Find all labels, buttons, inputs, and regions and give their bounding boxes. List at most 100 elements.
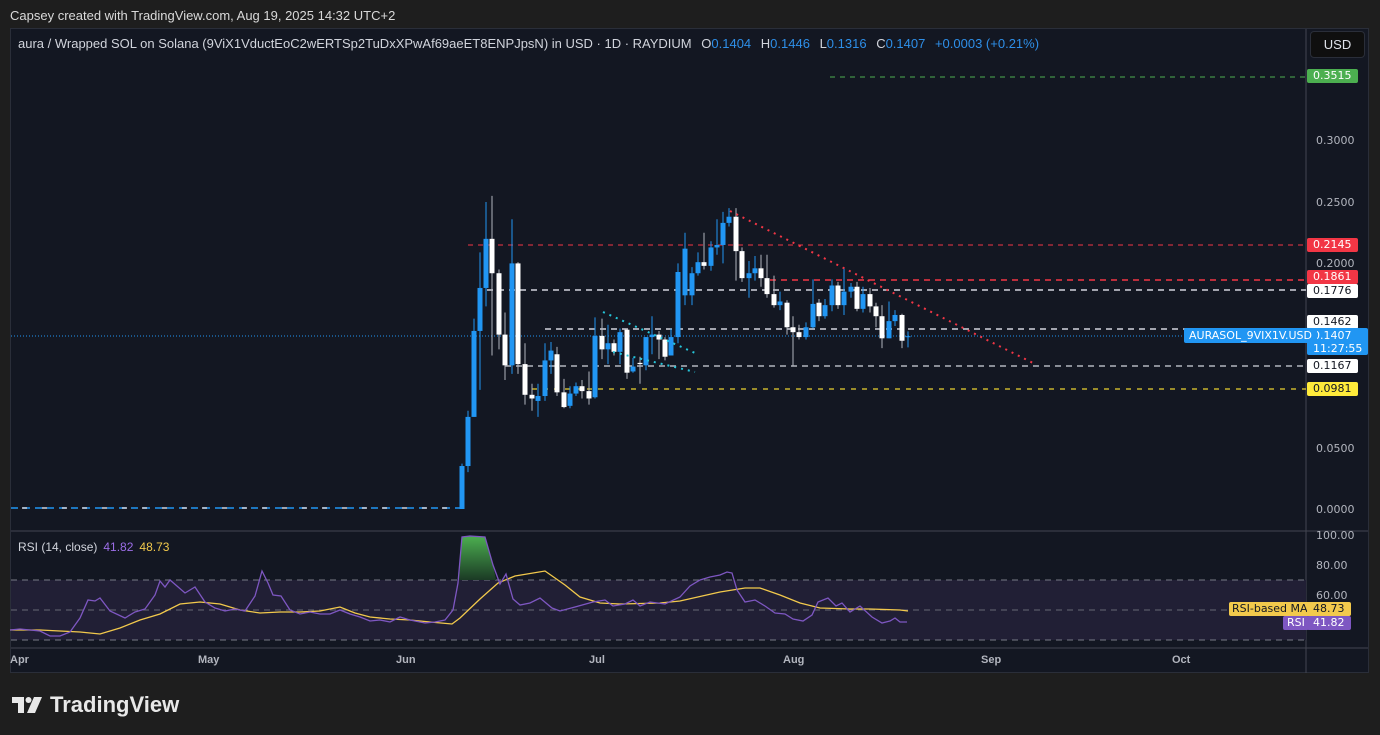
candle[interactable] bbox=[617, 332, 623, 352]
candle[interactable] bbox=[892, 314, 898, 322]
candle[interactable] bbox=[835, 285, 841, 306]
rsi-title: RSI (14, close) bbox=[18, 540, 98, 554]
level-tag-1776: 0.1776 bbox=[1307, 284, 1358, 298]
candle[interactable] bbox=[573, 386, 579, 394]
candle[interactable] bbox=[726, 216, 732, 223]
candle[interactable] bbox=[854, 286, 860, 309]
currency-button[interactable]: USD bbox=[1310, 31, 1365, 58]
tradingview-logo[interactable]: TradingView bbox=[12, 692, 179, 718]
bar-countdown: 11:27:55 bbox=[1313, 342, 1363, 355]
candle[interactable] bbox=[746, 273, 752, 279]
candle[interactable] bbox=[867, 294, 873, 307]
candle[interactable] bbox=[708, 247, 714, 266]
candle[interactable] bbox=[668, 337, 674, 356]
candle[interactable] bbox=[682, 248, 688, 296]
candle[interactable] bbox=[803, 327, 809, 338]
candle[interactable] bbox=[714, 244, 720, 248]
candle[interactable] bbox=[586, 391, 592, 399]
last-price-tag: 0.1407 11:27:55 bbox=[1307, 328, 1369, 355]
candle[interactable] bbox=[471, 330, 477, 417]
rsi-ma-tag: 48.73 bbox=[1307, 602, 1351, 616]
candle[interactable] bbox=[624, 329, 630, 373]
candle[interactable] bbox=[662, 339, 668, 357]
candle[interactable] bbox=[605, 343, 611, 350]
time-tick: Apr bbox=[10, 654, 29, 666]
candle[interactable] bbox=[695, 262, 701, 274]
candle[interactable] bbox=[489, 238, 495, 274]
candle[interactable] bbox=[483, 238, 489, 288]
candle[interactable] bbox=[777, 301, 783, 306]
rsi-legend: RSI (14, close) 41.82 48.73 bbox=[18, 540, 169, 554]
candle[interactable] bbox=[879, 316, 885, 339]
red-downtrend-line[interactable] bbox=[729, 210, 1036, 365]
price-tick: 0.2000 bbox=[1316, 257, 1355, 270]
candle[interactable] bbox=[784, 302, 790, 328]
candle[interactable] bbox=[899, 314, 905, 341]
candle[interactable] bbox=[905, 336, 911, 338]
candle[interactable] bbox=[720, 222, 726, 245]
candle[interactable] bbox=[701, 262, 707, 266]
time-tick: Aug bbox=[783, 654, 805, 666]
price-change: +0.0003 (+0.21%) bbox=[934, 36, 1040, 51]
candle[interactable] bbox=[522, 364, 528, 395]
candle[interactable] bbox=[630, 366, 636, 372]
candlesticks[interactable] bbox=[459, 195, 911, 509]
rsi-tag-label: RSI bbox=[1283, 616, 1309, 630]
ohlc-open: 0.1404 bbox=[711, 36, 752, 51]
candle[interactable] bbox=[643, 337, 649, 366]
candle[interactable] bbox=[816, 302, 822, 317]
candle[interactable] bbox=[459, 466, 465, 509]
candle[interactable] bbox=[796, 332, 802, 338]
target-price-tag: 0.3515 bbox=[1307, 69, 1358, 83]
candle[interactable] bbox=[758, 268, 764, 279]
horizontal-levels bbox=[11, 76, 1306, 390]
candle[interactable] bbox=[873, 306, 879, 317]
brand-name: TradingView bbox=[50, 692, 180, 717]
candle[interactable] bbox=[502, 334, 508, 366]
candle[interactable] bbox=[592, 335, 598, 398]
chart-panel[interactable] bbox=[10, 28, 1369, 673]
candle[interactable] bbox=[509, 263, 515, 366]
candle[interactable] bbox=[529, 394, 535, 399]
candle[interactable] bbox=[764, 278, 770, 295]
candle[interactable] bbox=[752, 268, 758, 274]
candle[interactable] bbox=[739, 251, 745, 279]
candle[interactable] bbox=[829, 285, 835, 306]
candle[interactable] bbox=[554, 354, 560, 393]
candle[interactable] bbox=[733, 216, 739, 252]
candle[interactable] bbox=[561, 392, 567, 408]
candle[interactable] bbox=[841, 291, 847, 306]
candle[interactable] bbox=[465, 416, 471, 467]
candle[interactable] bbox=[496, 273, 502, 335]
candle[interactable] bbox=[477, 287, 483, 331]
candle[interactable] bbox=[848, 286, 854, 292]
candle[interactable] bbox=[542, 360, 548, 397]
resistance-tag-2: 0.1861 bbox=[1307, 270, 1358, 284]
candle[interactable] bbox=[535, 396, 541, 401]
candle[interactable] bbox=[637, 362, 643, 365]
candle[interactable] bbox=[515, 263, 521, 365]
candle[interactable] bbox=[790, 327, 796, 333]
chart-credit: Capsey created with TradingView.com, Aug… bbox=[10, 8, 396, 23]
candle[interactable] bbox=[611, 343, 617, 352]
candle[interactable] bbox=[548, 350, 554, 361]
candle[interactable] bbox=[886, 321, 892, 339]
candle[interactable] bbox=[599, 335, 605, 350]
ohlc-high: 0.1446 bbox=[770, 36, 810, 51]
time-tick: Jun bbox=[396, 654, 416, 666]
candle[interactable] bbox=[579, 386, 585, 392]
candle[interactable] bbox=[822, 305, 828, 317]
candle[interactable] bbox=[689, 273, 695, 296]
candle[interactable] bbox=[771, 294, 777, 306]
last-price: 0.1407 bbox=[1313, 329, 1352, 342]
candle[interactable] bbox=[649, 334, 655, 338]
cyan-triangle-upper[interactable] bbox=[602, 311, 696, 354]
cyan-triangle-lower[interactable] bbox=[612, 351, 696, 373]
rsi-tick: 100.00 bbox=[1316, 529, 1355, 542]
candle[interactable] bbox=[810, 303, 816, 328]
candle[interactable] bbox=[567, 393, 573, 406]
candle[interactable] bbox=[860, 294, 866, 309]
candle[interactable] bbox=[656, 334, 662, 340]
candle[interactable] bbox=[675, 271, 681, 338]
